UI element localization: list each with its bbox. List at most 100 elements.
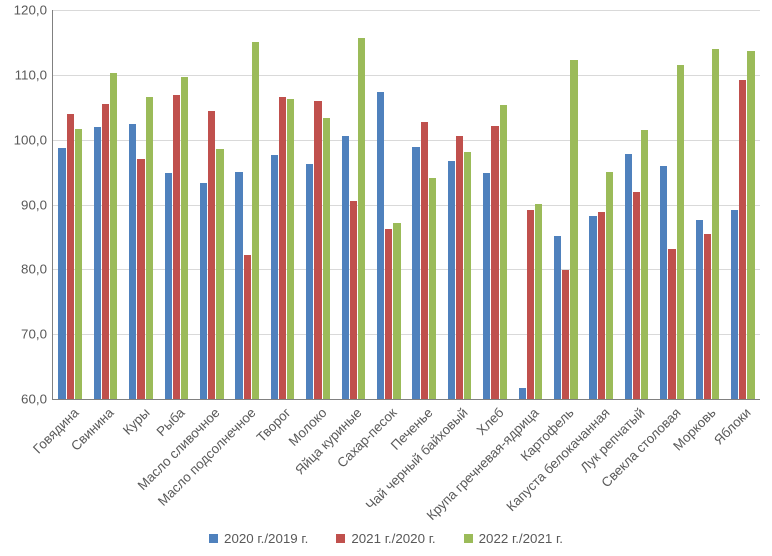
bar — [385, 229, 392, 399]
legend-label: 2020 г./2019 г. — [224, 531, 308, 546]
bar — [165, 173, 172, 399]
category-group — [731, 10, 756, 399]
legend-label: 2022 г./2021 г. — [479, 531, 563, 546]
bar — [358, 38, 365, 399]
gridline — [53, 10, 760, 11]
bar — [668, 249, 675, 399]
bar — [216, 149, 223, 399]
bar — [527, 210, 534, 399]
category-group — [129, 10, 154, 399]
bar — [456, 136, 463, 399]
category-group — [200, 10, 225, 399]
bar — [393, 223, 400, 399]
bar — [677, 65, 684, 399]
x-tick-label: Яблоки — [711, 405, 754, 448]
bar — [429, 178, 436, 399]
bar — [314, 101, 321, 399]
gridline — [53, 399, 760, 400]
category-group — [235, 10, 260, 399]
bar — [483, 173, 490, 399]
legend-swatch — [464, 534, 473, 543]
bar — [58, 148, 65, 399]
bar — [235, 172, 242, 400]
y-tick-label: 70,0 — [21, 327, 53, 342]
bar — [306, 164, 313, 399]
legend-item: 2020 г./2019 г. — [209, 530, 308, 546]
bar — [739, 80, 746, 399]
bar — [448, 161, 455, 399]
category-group — [412, 10, 437, 399]
bar — [519, 388, 526, 399]
bar — [146, 97, 153, 399]
bar — [244, 255, 251, 399]
category-group — [271, 10, 296, 399]
legend-swatch — [209, 534, 218, 543]
y-tick-label: 120,0 — [14, 3, 53, 18]
category-group — [58, 10, 83, 399]
bar — [129, 124, 136, 399]
bar — [747, 51, 754, 399]
bar — [491, 126, 498, 399]
gridline — [53, 75, 760, 76]
bar — [252, 42, 259, 400]
bar — [279, 97, 286, 399]
bar — [110, 73, 117, 399]
category-group — [554, 10, 579, 399]
bar — [208, 111, 215, 399]
legend-label: 2021 г./2020 г. — [351, 531, 435, 546]
bar — [137, 159, 144, 400]
bar — [271, 155, 278, 399]
bar — [641, 130, 648, 399]
category-group — [660, 10, 685, 399]
bar — [287, 99, 294, 399]
category-group — [625, 10, 650, 399]
bar — [412, 147, 419, 399]
y-tick-label: 100,0 — [14, 132, 53, 147]
y-tick-label: 90,0 — [21, 197, 53, 212]
gridline — [53, 205, 760, 206]
gridline — [53, 269, 760, 270]
plot-area: 60,070,080,090,0100,0110,0120,0ГовядинаС… — [52, 10, 760, 400]
category-group — [306, 10, 331, 399]
bar — [696, 220, 703, 399]
legend-item: 2021 г./2020 г. — [336, 530, 435, 546]
legend: 2020 г./2019 г. 2021 г./2020 г. 2022 г./20… — [0, 530, 772, 546]
legend-swatch — [336, 534, 345, 543]
category-group — [342, 10, 367, 399]
bar — [570, 60, 577, 399]
category-group — [94, 10, 119, 399]
bar — [500, 105, 507, 399]
x-tick-label: Куры — [119, 405, 152, 438]
bar — [67, 114, 74, 399]
bar — [535, 204, 542, 399]
category-group — [448, 10, 473, 399]
category-group — [519, 10, 544, 399]
bar — [173, 95, 180, 399]
gridline — [53, 140, 760, 141]
bar — [606, 172, 613, 399]
bar — [200, 183, 207, 399]
bar — [704, 234, 711, 399]
bar — [94, 127, 101, 399]
bar — [660, 166, 667, 399]
bar — [554, 236, 561, 399]
category-group — [696, 10, 721, 399]
bar — [589, 216, 596, 399]
category-group — [377, 10, 402, 399]
bar — [181, 77, 188, 399]
y-tick-label: 60,0 — [21, 392, 53, 407]
category-group — [165, 10, 190, 399]
bar — [323, 118, 330, 399]
bar — [598, 212, 605, 399]
bar — [102, 104, 109, 399]
bar — [562, 270, 569, 399]
bar — [464, 152, 471, 399]
bar — [633, 192, 640, 399]
y-tick-label: 80,0 — [21, 262, 53, 277]
category-group — [589, 10, 614, 399]
bar — [377, 92, 384, 399]
legend-item: 2022 г./2021 г. — [464, 530, 563, 546]
bar — [421, 122, 428, 399]
bar — [350, 201, 357, 399]
bar — [712, 49, 719, 399]
